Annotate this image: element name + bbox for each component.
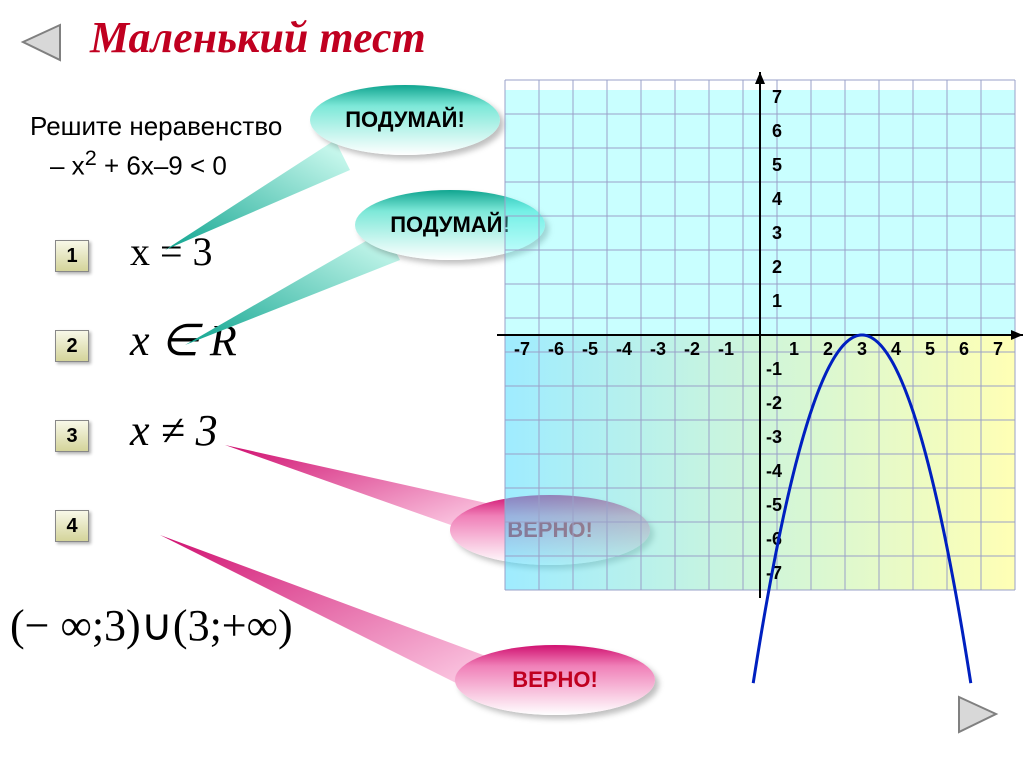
svg-text:6: 6 — [959, 339, 969, 359]
svg-text:-3: -3 — [766, 427, 782, 447]
callout-think-2-label: ПОДУМАЙ! — [390, 213, 510, 237]
svg-text:3: 3 — [857, 339, 867, 359]
svg-text:-5: -5 — [766, 495, 782, 515]
svg-text:5: 5 — [925, 339, 935, 359]
svg-text:-2: -2 — [766, 393, 782, 413]
svg-text:7: 7 — [993, 339, 1003, 359]
svg-text:-1: -1 — [766, 359, 782, 379]
svg-text:1: 1 — [789, 339, 799, 359]
svg-text:-2: -2 — [684, 339, 700, 359]
callout-correct-2: ВЕРНО! — [455, 645, 655, 715]
answer-button-3[interactable]: 3 — [55, 420, 89, 452]
answer-text-3: x ≠ 3 — [130, 405, 218, 456]
svg-text:7: 7 — [772, 87, 782, 107]
svg-text:-6: -6 — [548, 339, 564, 359]
slide-title: Маленький тест — [90, 12, 426, 63]
svg-text:-1: -1 — [718, 339, 734, 359]
triangle-right-icon — [954, 692, 1004, 737]
svg-text:-4: -4 — [766, 461, 782, 481]
svg-text:3: 3 — [772, 223, 782, 243]
svg-text:-4: -4 — [616, 339, 632, 359]
svg-text:4: 4 — [772, 189, 782, 209]
svg-text:4: 4 — [891, 339, 901, 359]
svg-text:-7: -7 — [514, 339, 530, 359]
answer-button-4[interactable]: 4 — [55, 510, 89, 542]
svg-text:2: 2 — [823, 339, 833, 359]
answer-button-1[interactable]: 1 — [55, 240, 89, 272]
callout-correct-2-label: ВЕРНО! — [512, 668, 598, 692]
svg-text:1: 1 — [772, 291, 782, 311]
svg-text:-5: -5 — [582, 339, 598, 359]
answer-button-2[interactable]: 2 — [55, 330, 89, 362]
svg-text:6: 6 — [772, 121, 782, 141]
svg-text:2: 2 — [772, 257, 782, 277]
coordinate-grid: -7-6-5-4-3-2-112345671234567-1-2-3-4-5-6… — [505, 80, 1015, 590]
back-arrow-button[interactable] — [15, 20, 65, 65]
svg-text:5: 5 — [772, 155, 782, 175]
forward-arrow-button[interactable] — [954, 692, 1004, 737]
grid-svg: -7-6-5-4-3-2-112345671234567-1-2-3-4-5-6… — [505, 80, 1015, 600]
triangle-left-icon — [15, 20, 65, 65]
svg-text:-3: -3 — [650, 339, 666, 359]
callout-think-1: ПОДУМАЙ! — [310, 85, 500, 155]
callout-think-1-label: ПОДУМАЙ! — [345, 108, 465, 132]
